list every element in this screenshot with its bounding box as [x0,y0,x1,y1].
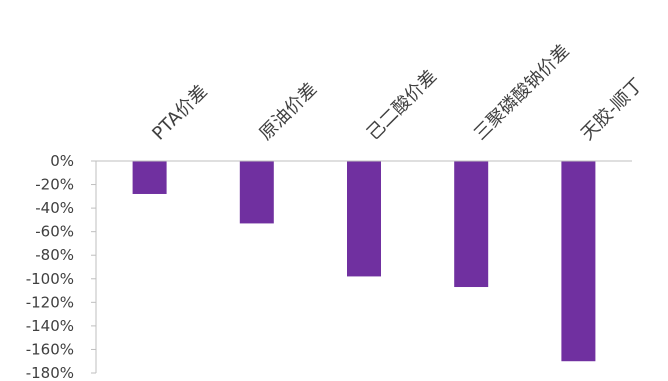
category-label: 三聚磷酸钠价差 [470,41,574,145]
y-tick-label: -20% [35,176,74,194]
category-labels: PTA价差 原油价差 己二酸价差 三聚磷酸钠价差 天胶-顺丁 [148,41,647,145]
bar-series [132,161,596,362]
y-tick-label: -140% [26,317,74,335]
y-tick-label: -60% [35,223,74,241]
category-label: PTA价差 [148,81,211,144]
y-tick-label: -120% [26,293,74,311]
y-tick-label: -180% [26,364,74,381]
bar [132,161,167,194]
category-label: 天胶-顺丁 [577,74,647,144]
y-tick-label: -100% [26,270,74,288]
bar [347,161,381,277]
y-tick-label: -160% [26,340,74,358]
y-axis: 0% -20% -40% -60% -80% -100% -120% -140% -160% -1… [26,152,97,381]
y-tick-label: 0% [50,152,74,170]
bar [561,161,596,362]
y-tick-label: -80% [35,246,74,264]
category-label: 己二酸价差 [363,66,441,144]
bar [454,161,489,288]
category-label: 原油价差 [255,79,321,145]
bar [239,161,274,224]
y-tick-label: -40% [35,199,74,217]
